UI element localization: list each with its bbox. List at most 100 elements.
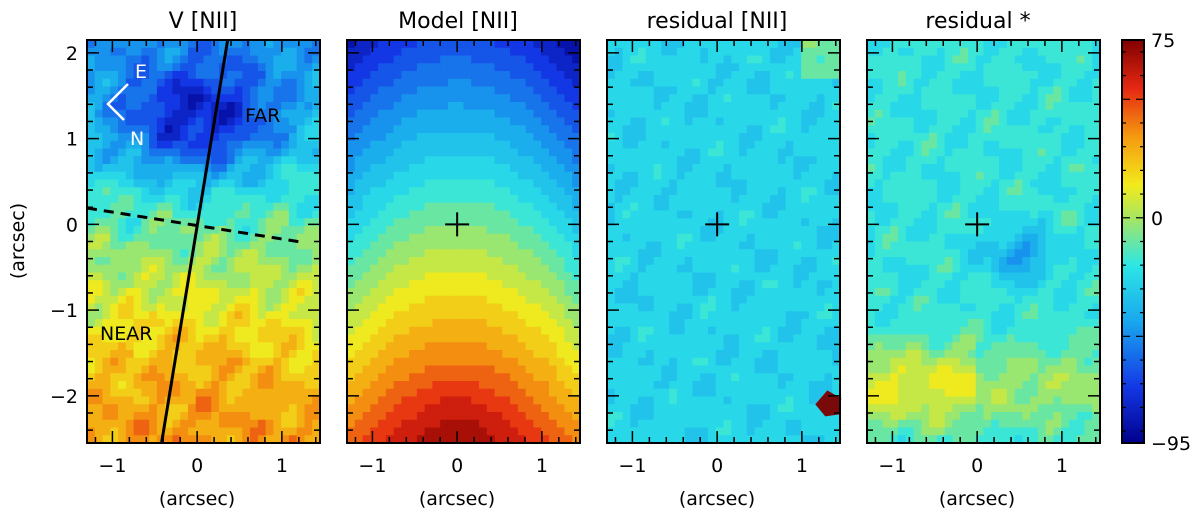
heatmap-cell — [354, 117, 364, 126]
heatmap-cell — [746, 295, 756, 305]
heatmap-cell — [739, 280, 748, 289]
heatmap-cell — [510, 210, 519, 219]
heatmap-cell — [281, 326, 290, 336]
heatmap-cell — [203, 71, 212, 80]
heatmap-cell — [661, 412, 670, 421]
heatmap-cell — [548, 55, 558, 64]
heatmap-cell — [312, 427, 321, 436]
heatmap-cell — [219, 295, 228, 305]
heatmap-cell — [219, 86, 228, 95]
heatmap-cell — [630, 334, 639, 343]
heatmap-cell — [409, 373, 418, 382]
heatmap-cell — [378, 140, 387, 150]
heatmap-cell — [801, 388, 810, 398]
heatmap-cell — [525, 117, 534, 126]
heatmap-cell — [416, 47, 426, 57]
heatmap-cell — [87, 109, 96, 119]
heatmap-cell — [273, 195, 282, 204]
heatmap-cell — [125, 63, 135, 72]
heatmap-cell — [312, 396, 321, 405]
heatmap-cell — [378, 427, 387, 436]
heatmap-cell — [874, 78, 884, 88]
heatmap-cell — [219, 140, 228, 150]
heatmap-cell — [707, 233, 717, 243]
heatmap-cell — [739, 187, 748, 196]
heatmap-cell — [94, 202, 104, 212]
heatmap-cell — [281, 226, 290, 235]
heatmap-cell — [195, 381, 205, 390]
heatmap-cell — [638, 233, 647, 243]
heatmap-cell — [723, 257, 732, 266]
heatmap-cell — [234, 427, 243, 436]
heatmap-cell — [762, 373, 771, 382]
heatmap-cell — [172, 133, 181, 142]
heatmap-cell — [226, 249, 236, 258]
heatmap-cell — [362, 288, 371, 297]
heatmap-cell — [385, 47, 395, 57]
heatmap-cell — [777, 63, 787, 72]
heatmap-cell — [700, 373, 709, 382]
heatmap-cell — [785, 109, 794, 119]
heatmap-cell — [463, 419, 472, 429]
heatmap-cell — [556, 326, 566, 336]
heatmap-cell — [824, 171, 833, 181]
heatmap-cell — [785, 71, 794, 80]
heatmap-cell — [867, 264, 876, 274]
heatmap-cell — [401, 257, 410, 266]
heatmap-cell — [211, 179, 220, 188]
heatmap-cell — [385, 334, 395, 343]
heatmap-cell — [669, 342, 678, 351]
heatmap-cell — [479, 195, 488, 204]
heatmap-cell — [242, 195, 251, 204]
heatmap-cell — [541, 164, 550, 173]
heatmap-cell — [777, 94, 787, 103]
heatmap-cell — [533, 257, 542, 266]
heatmap-cell — [754, 373, 763, 382]
heatmap-cell — [548, 288, 558, 297]
heatmap-cell — [416, 280, 426, 289]
heatmap-cell — [777, 86, 787, 95]
heatmap-cell — [762, 264, 771, 274]
heatmap-cell — [87, 233, 96, 243]
heatmap-cell — [541, 311, 550, 320]
heatmap-cell — [832, 55, 841, 64]
heatmap-cell — [731, 171, 740, 181]
heatmap-cell — [362, 381, 371, 390]
heatmap-cell — [354, 63, 364, 72]
heatmap-cell — [172, 233, 181, 243]
heatmap-cell — [793, 210, 802, 219]
heatmap-cell — [195, 264, 205, 274]
heatmap-cell — [471, 133, 480, 142]
heatmap-cell — [525, 171, 534, 181]
heatmap-cell — [312, 94, 321, 103]
heatmap-cell — [692, 117, 701, 126]
heatmap-cell — [133, 40, 142, 49]
heatmap-cell — [393, 94, 402, 103]
heatmap-cell — [692, 218, 701, 227]
heatmap-cell — [754, 396, 763, 405]
heatmap-cell — [354, 303, 364, 312]
major-axis-line — [160, 39, 230, 444]
heatmap-cell — [770, 288, 779, 297]
heatmap-cell — [156, 326, 166, 336]
heatmap-cell — [777, 148, 787, 157]
heatmap-cell — [118, 148, 127, 157]
heatmap-cell — [739, 264, 748, 274]
heatmap-cell — [378, 419, 387, 429]
heatmap-cell — [541, 71, 550, 80]
heatmap-cell — [203, 109, 212, 119]
heatmap-cell — [572, 303, 581, 312]
heatmap-cell — [533, 109, 542, 119]
heatmap-cell — [700, 63, 709, 72]
heatmap-cell — [94, 148, 104, 157]
heatmap-cell — [494, 86, 503, 95]
heatmap-cell — [265, 396, 274, 405]
heatmap-cell — [440, 295, 449, 305]
heatmap-cell — [622, 303, 631, 312]
heatmap-cell — [463, 78, 472, 88]
heatmap-cell — [564, 218, 573, 227]
heatmap-cell — [447, 55, 457, 64]
heatmap-cell — [234, 272, 243, 281]
heatmap-cell — [661, 342, 670, 351]
heatmap-cell — [102, 226, 111, 235]
